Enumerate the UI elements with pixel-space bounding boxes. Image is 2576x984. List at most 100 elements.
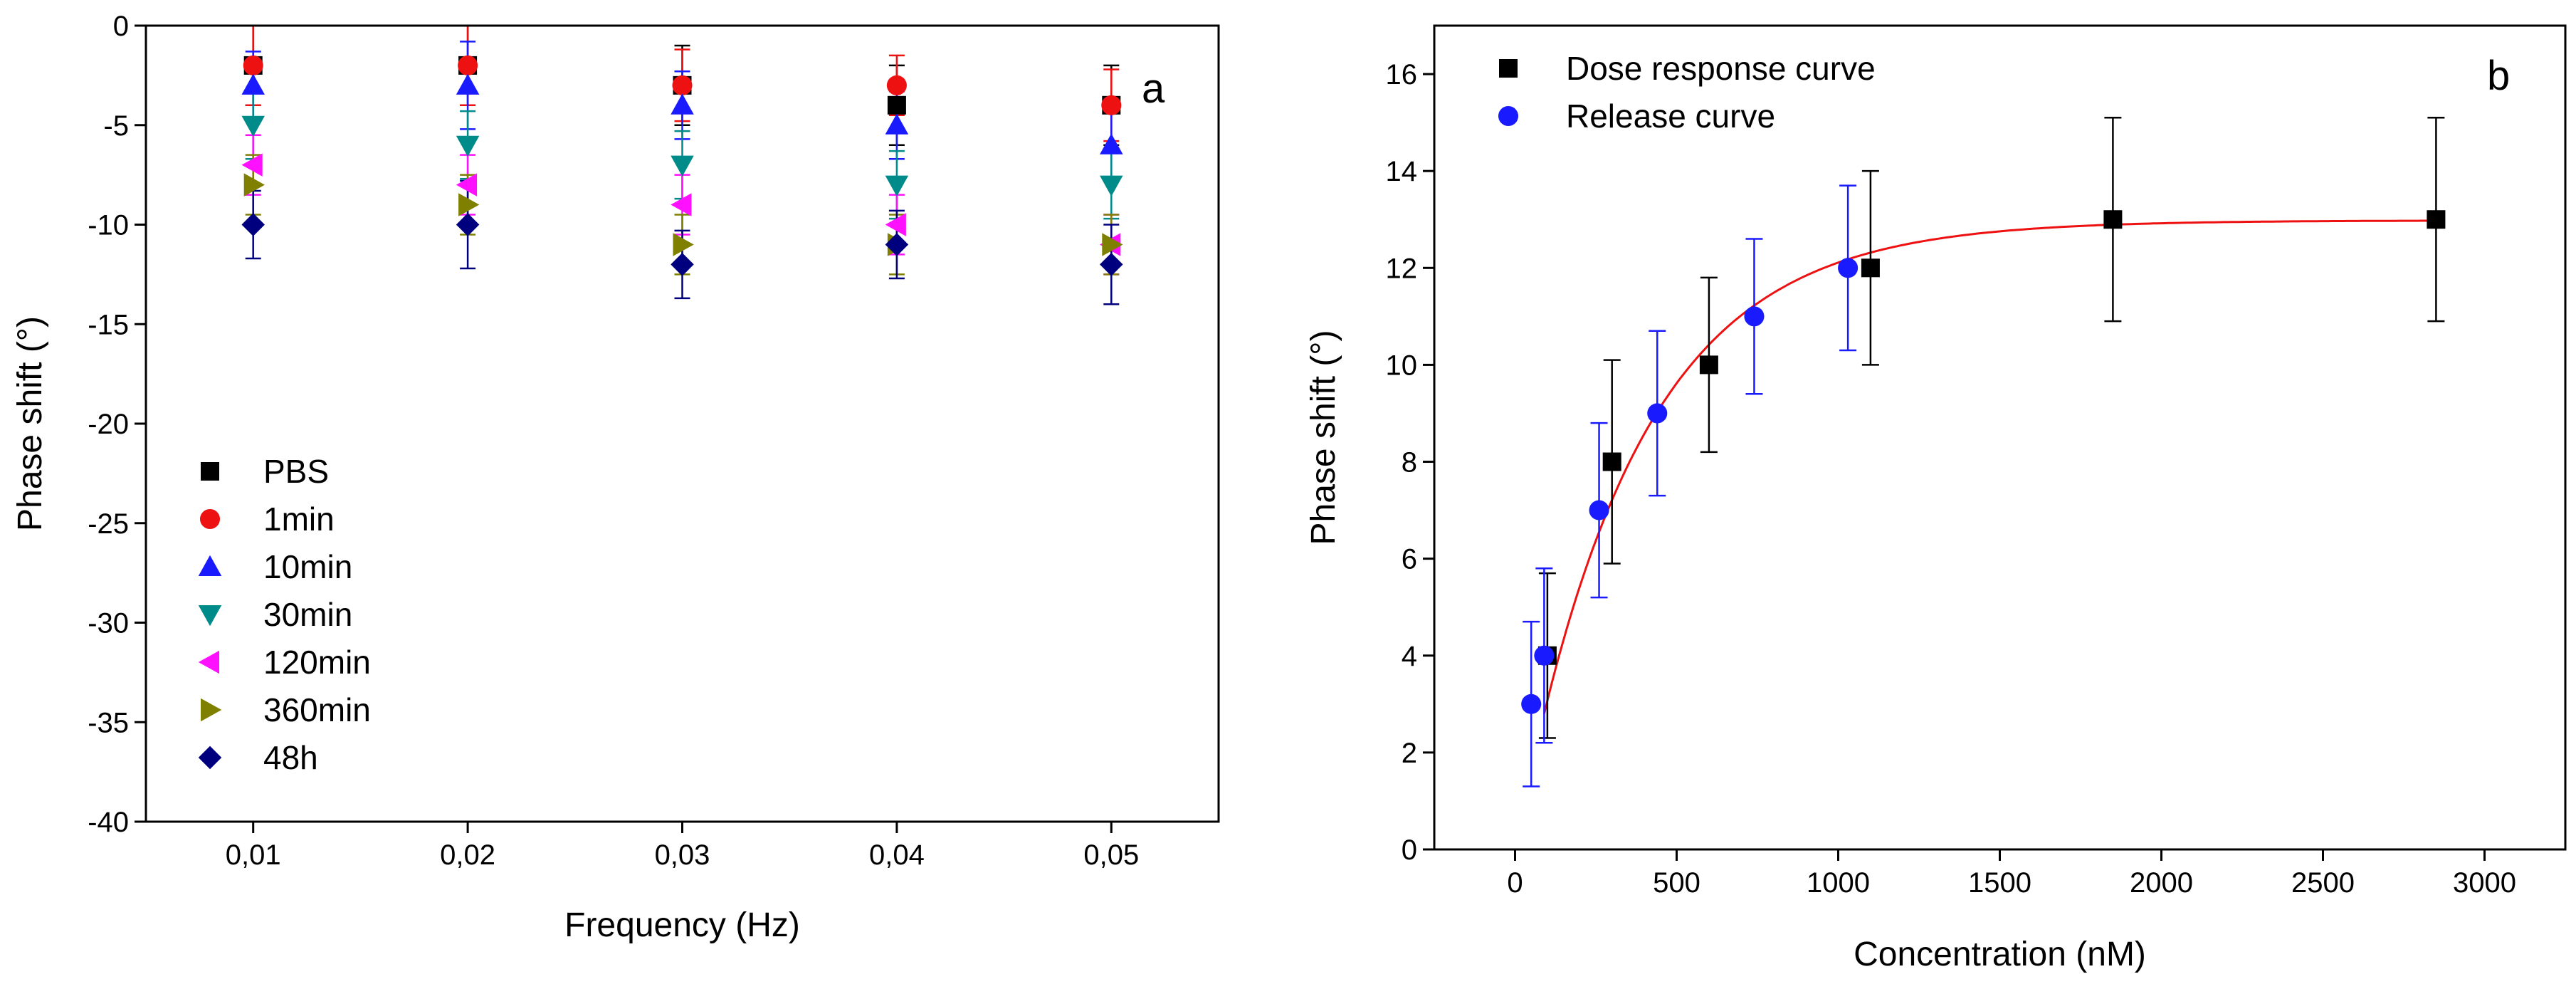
point-1min <box>1101 95 1122 115</box>
y-tick-label: -35 <box>88 707 129 738</box>
y-tick-label: -30 <box>88 608 129 639</box>
y-tick-label: -20 <box>88 409 129 440</box>
y-tick-label: -40 <box>88 807 129 838</box>
y-tick-label: -25 <box>88 508 129 540</box>
x-tick-label: 1000 <box>1807 867 1870 899</box>
point-30min <box>241 115 265 137</box>
x-tick-label: 500 <box>1653 867 1700 899</box>
x-tick-label: 0,02 <box>440 839 495 871</box>
legend-marker-release-curve <box>1498 105 1519 127</box>
point-release-curve <box>1744 306 1765 327</box>
panel-a-chart: 0,01 0,02 0,03 0,04 0,05 0 -5 -10 -15 -20 -25 -30 -… <box>11 11 1220 944</box>
y-tick-label: -10 <box>88 210 129 241</box>
y-tick-label: 2 <box>1402 738 1417 769</box>
legend-label-release-curve: Release curve <box>1566 98 1775 135</box>
point-release-curve <box>1521 693 1542 714</box>
y-tick-label: 8 <box>1402 447 1417 478</box>
point-120min <box>241 153 263 177</box>
x-tick-label: 0 <box>1507 867 1523 899</box>
panel-b-y-axis-title: Phase shift (°) <box>1305 330 1342 545</box>
point-30min <box>885 175 909 197</box>
point-release-curve <box>1838 258 1859 278</box>
legend-marker-1min <box>199 508 221 530</box>
panel-a-x-axis-title: Frequency (Hz) <box>564 906 800 944</box>
legend-label-120min: 120min <box>263 644 371 681</box>
point-dose-response-curve <box>2427 210 2446 229</box>
point-30min <box>671 155 694 177</box>
legend-marker-dose-response-curve <box>1499 59 1518 78</box>
point-120min <box>671 193 692 216</box>
point-120min <box>885 213 906 236</box>
point-360min <box>1102 233 1123 256</box>
panel-a-label: a <box>1142 66 1165 112</box>
point-48h <box>671 253 694 276</box>
point-10min <box>456 73 480 95</box>
point-release-curve <box>1647 403 1668 424</box>
point-360min <box>673 233 694 256</box>
y-tick-label: -5 <box>103 110 129 142</box>
legend-label-30min: 30min <box>263 596 352 633</box>
x-tick-label: 0,01 <box>226 839 281 871</box>
point-360min <box>458 193 480 216</box>
legend-marker-48h <box>198 745 222 770</box>
point-pbs <box>887 95 906 115</box>
y-tick-label: -15 <box>88 309 129 340</box>
panel-a-y-axis-title: Phase shift (°) <box>11 316 49 531</box>
legend-marker-120min <box>198 650 219 674</box>
x-tick-label: 3000 <box>2453 867 2516 899</box>
panel-b-fit-curve <box>1542 219 2436 714</box>
y-tick-label: 10 <box>1386 350 1418 381</box>
point-dose-response-curve <box>1861 258 1880 278</box>
legend-label-10min: 10min <box>263 548 352 585</box>
x-tick-label: 1500 <box>1968 867 2031 899</box>
panel-a-y-axis: 0 -5 -10 -15 -20 -25 -30 -35 -40 <box>88 11 146 838</box>
legend-label-1min: 1min <box>263 501 335 538</box>
point-dose-response-curve <box>1602 452 1621 471</box>
panel-b-plot-frame <box>1433 24 2567 851</box>
y-tick-label: 12 <box>1386 253 1418 284</box>
point-360min <box>243 173 265 197</box>
panel-b-error-bars <box>1523 117 2445 787</box>
y-tick-label: 0 <box>1402 834 1417 866</box>
x-tick-label: 2500 <box>2291 867 2355 899</box>
point-48h <box>456 213 480 236</box>
point-10min <box>241 73 265 95</box>
legend-label-48h: 48h <box>263 739 318 776</box>
panel-a-x-axis: 0,01 0,02 0,03 0,04 0,05 <box>226 822 1139 871</box>
point-10min <box>885 113 909 135</box>
panel-b-label: b <box>2487 53 2510 99</box>
y-tick-label: 6 <box>1402 544 1417 575</box>
y-tick-label: 4 <box>1402 641 1417 672</box>
legend-label-pbs: PBS <box>263 453 329 490</box>
legend-marker-pbs <box>201 462 219 481</box>
x-tick-label: 0,04 <box>869 839 925 871</box>
panel-a-legend: PBS 1min 10min 30min 120min 360min 48h <box>198 453 371 776</box>
point-1min <box>672 75 693 95</box>
point-10min <box>1100 133 1123 155</box>
point-48h <box>885 233 909 256</box>
point-48h <box>241 213 265 236</box>
panel-a-data-points <box>241 55 1123 276</box>
y-tick-label: 14 <box>1386 156 1418 187</box>
point-release-curve <box>1589 500 1609 520</box>
point-30min <box>1100 175 1123 197</box>
y-tick-label: 16 <box>1386 59 1418 90</box>
point-120min <box>456 173 478 197</box>
point-1min <box>886 75 907 95</box>
panel-b-legend: Dose response curve Release curve <box>1498 50 1876 135</box>
legend-marker-30min <box>198 605 222 627</box>
point-dose-response-curve <box>2103 210 2123 229</box>
panel-b-data-points <box>1521 210 2446 714</box>
legend-label-dose-response-curve: Dose response curve <box>1566 50 1876 87</box>
x-tick-label: 0,05 <box>1083 839 1139 871</box>
legend-marker-360min <box>201 698 222 722</box>
legend-label-360min: 360min <box>263 691 371 728</box>
x-tick-label: 0,03 <box>655 839 710 871</box>
point-30min <box>456 135 480 157</box>
panel-b-x-axis: 0 500 1000 1500 2000 2500 3000 <box>1507 849 2516 899</box>
panel-b-chart: 0 500 1000 1500 2000 2500 3000 0 2 4 6 8 10 12 14 16 D… <box>1305 24 2567 973</box>
point-48h <box>1100 253 1123 276</box>
panel-b-x-axis-title: Concentration (nM) <box>1854 936 2146 973</box>
point-dose-response-curve <box>1699 355 1718 375</box>
